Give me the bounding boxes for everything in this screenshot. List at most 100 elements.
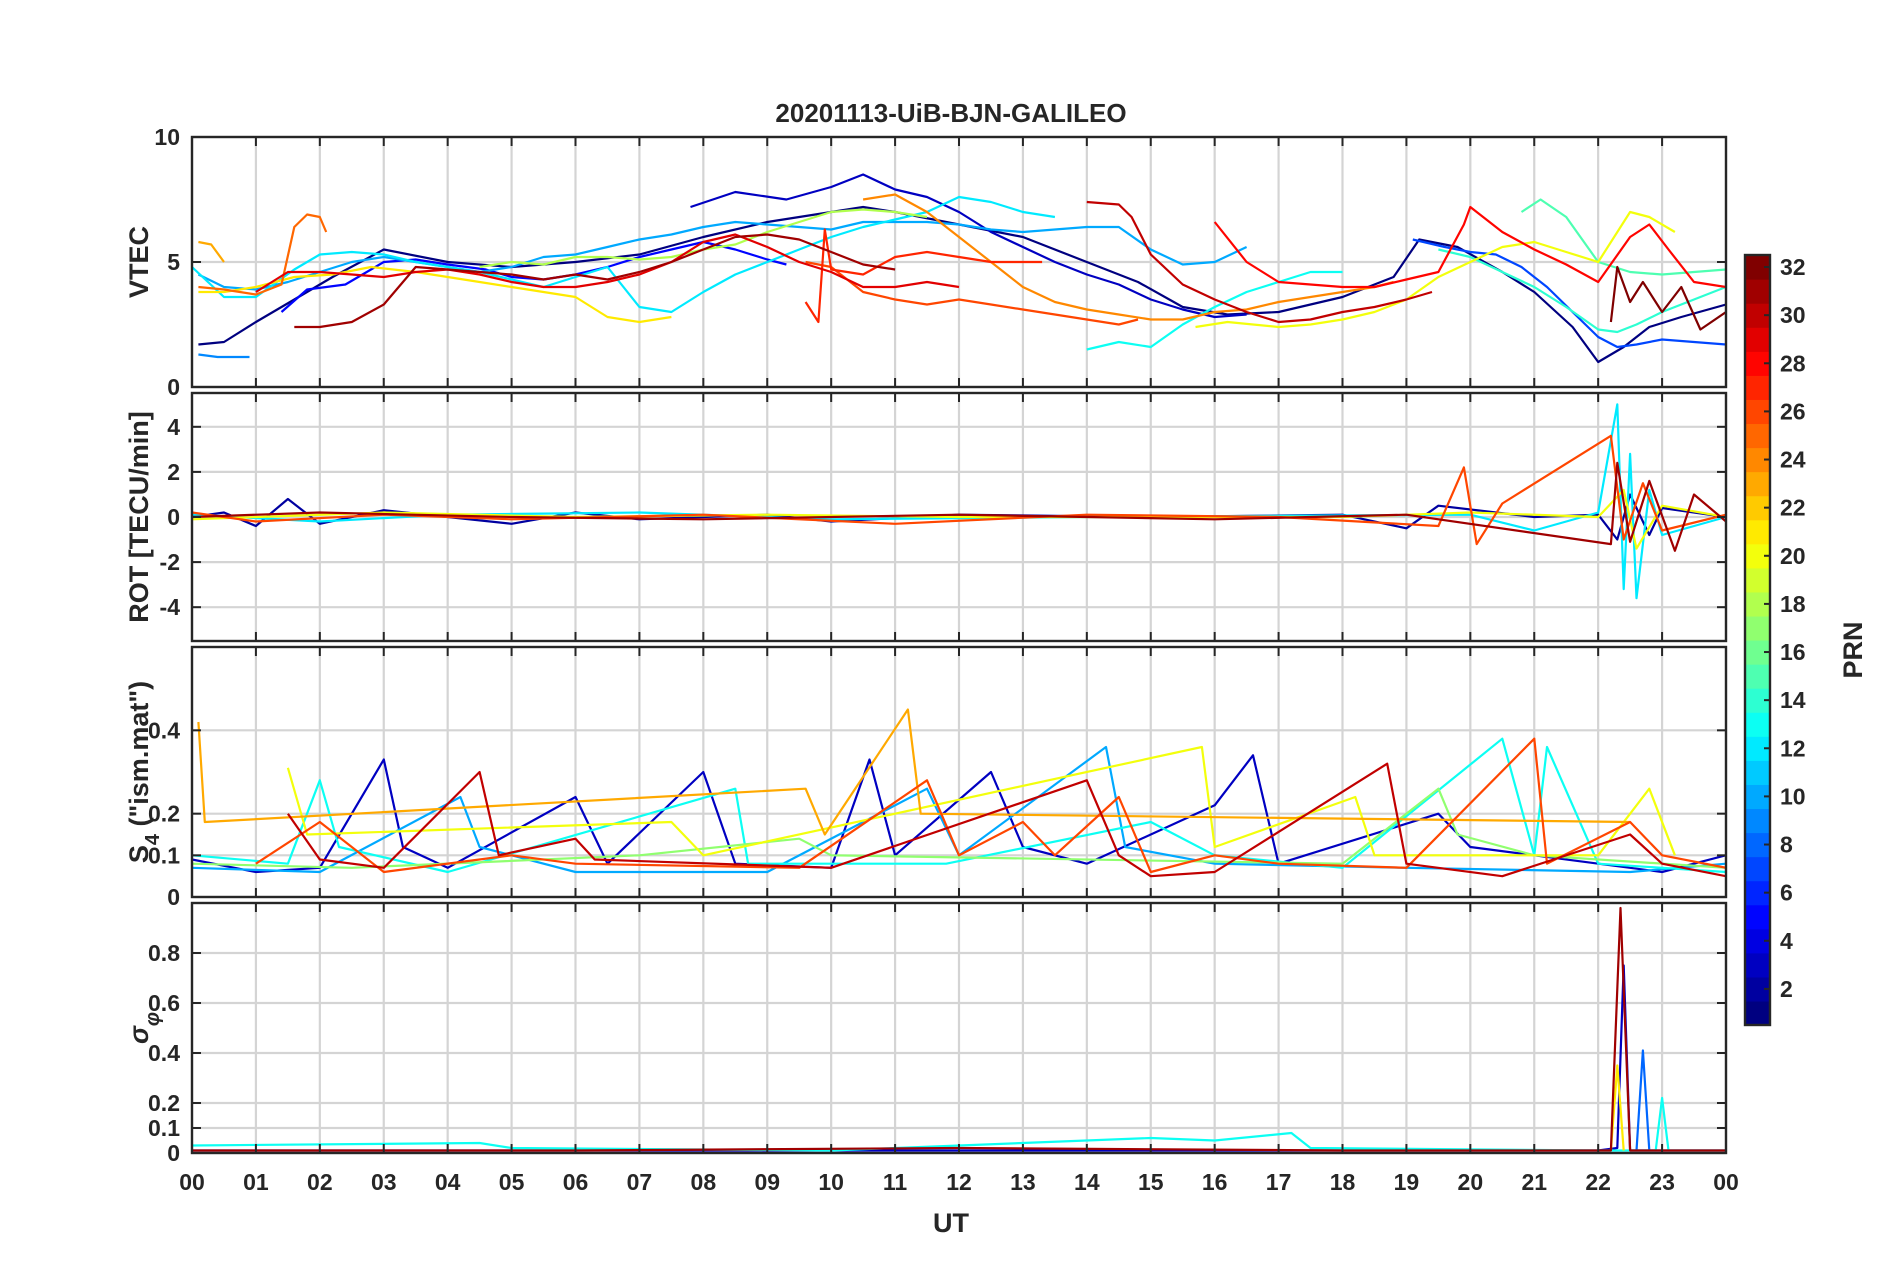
colorbar-swatch [1745,327,1770,352]
series-line-prn-25 [198,213,328,296]
panel-rot: -4 -2 0 2 4 ROT [TECU/min] [124,391,1728,643]
series-line-prn-31 [192,461,1726,552]
colorbar-tick-label: 6 [1780,880,1793,906]
series-line-prn-17 [192,787,1726,869]
series-line-prn-26 [192,434,1726,546]
colorbar-tick-label: 26 [1780,398,1806,424]
series-line-prn-8 [1635,1049,1651,1151]
series-group [192,403,1726,600]
x-tick-label: 20 [1458,1169,1484,1195]
colorbar-tick-label: 18 [1780,591,1806,617]
series-line-prn-32 [1609,265,1726,331]
x-tick-label: 06 [563,1169,589,1195]
colorbar-swatch [1745,856,1770,882]
y-tick-label: 4 [167,414,180,440]
panel-vtec: 0 5 10 VTEC [124,124,1728,400]
y-tick-label: 0.4 [148,717,180,743]
y-tick-label: 2 [167,459,180,485]
x-tick-label: 03 [371,1169,397,1195]
colorbar-swatch [1745,952,1770,978]
y-tick-label: 5 [167,249,180,275]
colorbar-swatch [1745,760,1770,785]
x-tick-label: 19 [1394,1169,1420,1195]
series-group [192,708,1726,878]
series-line-prn-27 [804,228,1043,324]
panel-sigma_phi: 00.10.2 0.4 0.6 0.8 σφ [124,901,1728,1166]
y-tick-label: 10 [154,124,180,150]
y-tick-label: 0.2 [148,1090,180,1116]
x-tick-label: 08 [691,1169,717,1195]
y-tick-label: 0.8 [148,940,180,966]
series-line-prn-29 [255,233,960,293]
y-tick-label: 0.4 [148,1040,180,1066]
x-tick-label: 22 [1585,1169,1611,1195]
colorbar-swatches [1745,255,1770,1026]
colorbar-swatch [1745,664,1770,689]
x-tick-label: 16 [1202,1169,1228,1195]
series-line-prn-1 [198,205,1726,364]
x-tick-label: 09 [754,1169,780,1195]
series-line-prn-20 [1195,210,1676,329]
series-line-prn-3 [690,173,1247,319]
colorbar-swatch [1745,712,1770,737]
x-tick-label: 01 [243,1169,269,1195]
y-tick-label: 0.1 [148,1115,180,1141]
y-tick-label: 0.2 [148,801,180,827]
y-axis-label: σφ [124,1012,164,1044]
x-tick-label: 07 [627,1169,653,1195]
series-line-prn-23 [197,708,1631,836]
colorbar-tick-label: 12 [1780,735,1806,761]
y-tick-label: 0 [167,504,180,530]
x-axis-label: UT [933,1208,969,1238]
x-tick-label: 13 [1010,1169,1036,1195]
x-tick-label: 18 [1330,1169,1356,1195]
colorbar-tick-label: 32 [1780,254,1806,280]
x-tick-label: 05 [499,1169,525,1195]
series-line-prn-20 [286,745,1676,857]
x-tick-label: 15 [1138,1169,1164,1195]
x-tick-label: 11 [883,1169,908,1195]
colorbar-swatch [1745,375,1770,400]
series-line-prn-24 [862,193,1394,321]
x-tick-labels: 00 01 02 03 04 05 06 07 08 09 10 11 12 13 14 15 16 17 18 19… [179,1169,1739,1195]
x-tick-label: 04 [435,1169,461,1195]
colorbar-frame [1743,253,1772,1027]
series-line-prn-23 [198,240,225,263]
y-axis-label: ROT [TECU/min] [124,411,154,622]
y-tick-label: -4 [160,594,181,620]
colorbar-tick-label: 14 [1780,687,1806,713]
series-group [192,173,1726,364]
x-tick-label: 14 [1074,1169,1100,1195]
colorbar-tick-label: 20 [1780,543,1806,569]
colorbar-tick-label: 2 [1780,976,1793,1002]
x-tick-label: 23 [1649,1169,1675,1195]
colorbar-swatch [1745,808,1770,834]
y-tick-label: 0 [167,884,180,910]
colorbar-swatch [1745,423,1770,449]
x-tick-label: 00 [1713,1169,1739,1195]
colorbar-swatch [1745,471,1770,497]
series-line-prn-9 [198,353,250,359]
colorbar-swatch [1745,904,1770,930]
y-tick-label: -2 [160,549,180,575]
x-tick-label: 10 [818,1169,844,1195]
y-tick-label: 0.1 [148,842,180,868]
colorbar-swatch [1745,519,1770,545]
y-axis-label: S4 ("ism.mat") [124,681,164,863]
colorbar-tick-label: 10 [1780,783,1806,809]
colorbar-tick-label: 28 [1780,350,1806,376]
y-axis-label: VTEC [124,226,154,298]
colorbar-label: PRN [1838,621,1868,678]
series-line-prn-12 [192,403,1726,600]
y-tick-label: 0 [167,374,180,400]
series-line-prn-26 [255,737,1726,874]
colorbar-tick-label: 22 [1780,495,1806,521]
colorbar-swatch [1745,279,1770,304]
x-tick-label: 12 [946,1169,972,1195]
colorbar-tick-label: 24 [1780,447,1806,473]
series-line-prn-28 [1213,205,1726,289]
x-tick-label: 02 [307,1169,333,1195]
chart-title: 20201113-UiB-BJN-GALILEO [775,98,1126,128]
colorbar-tick-label: 30 [1780,302,1806,328]
